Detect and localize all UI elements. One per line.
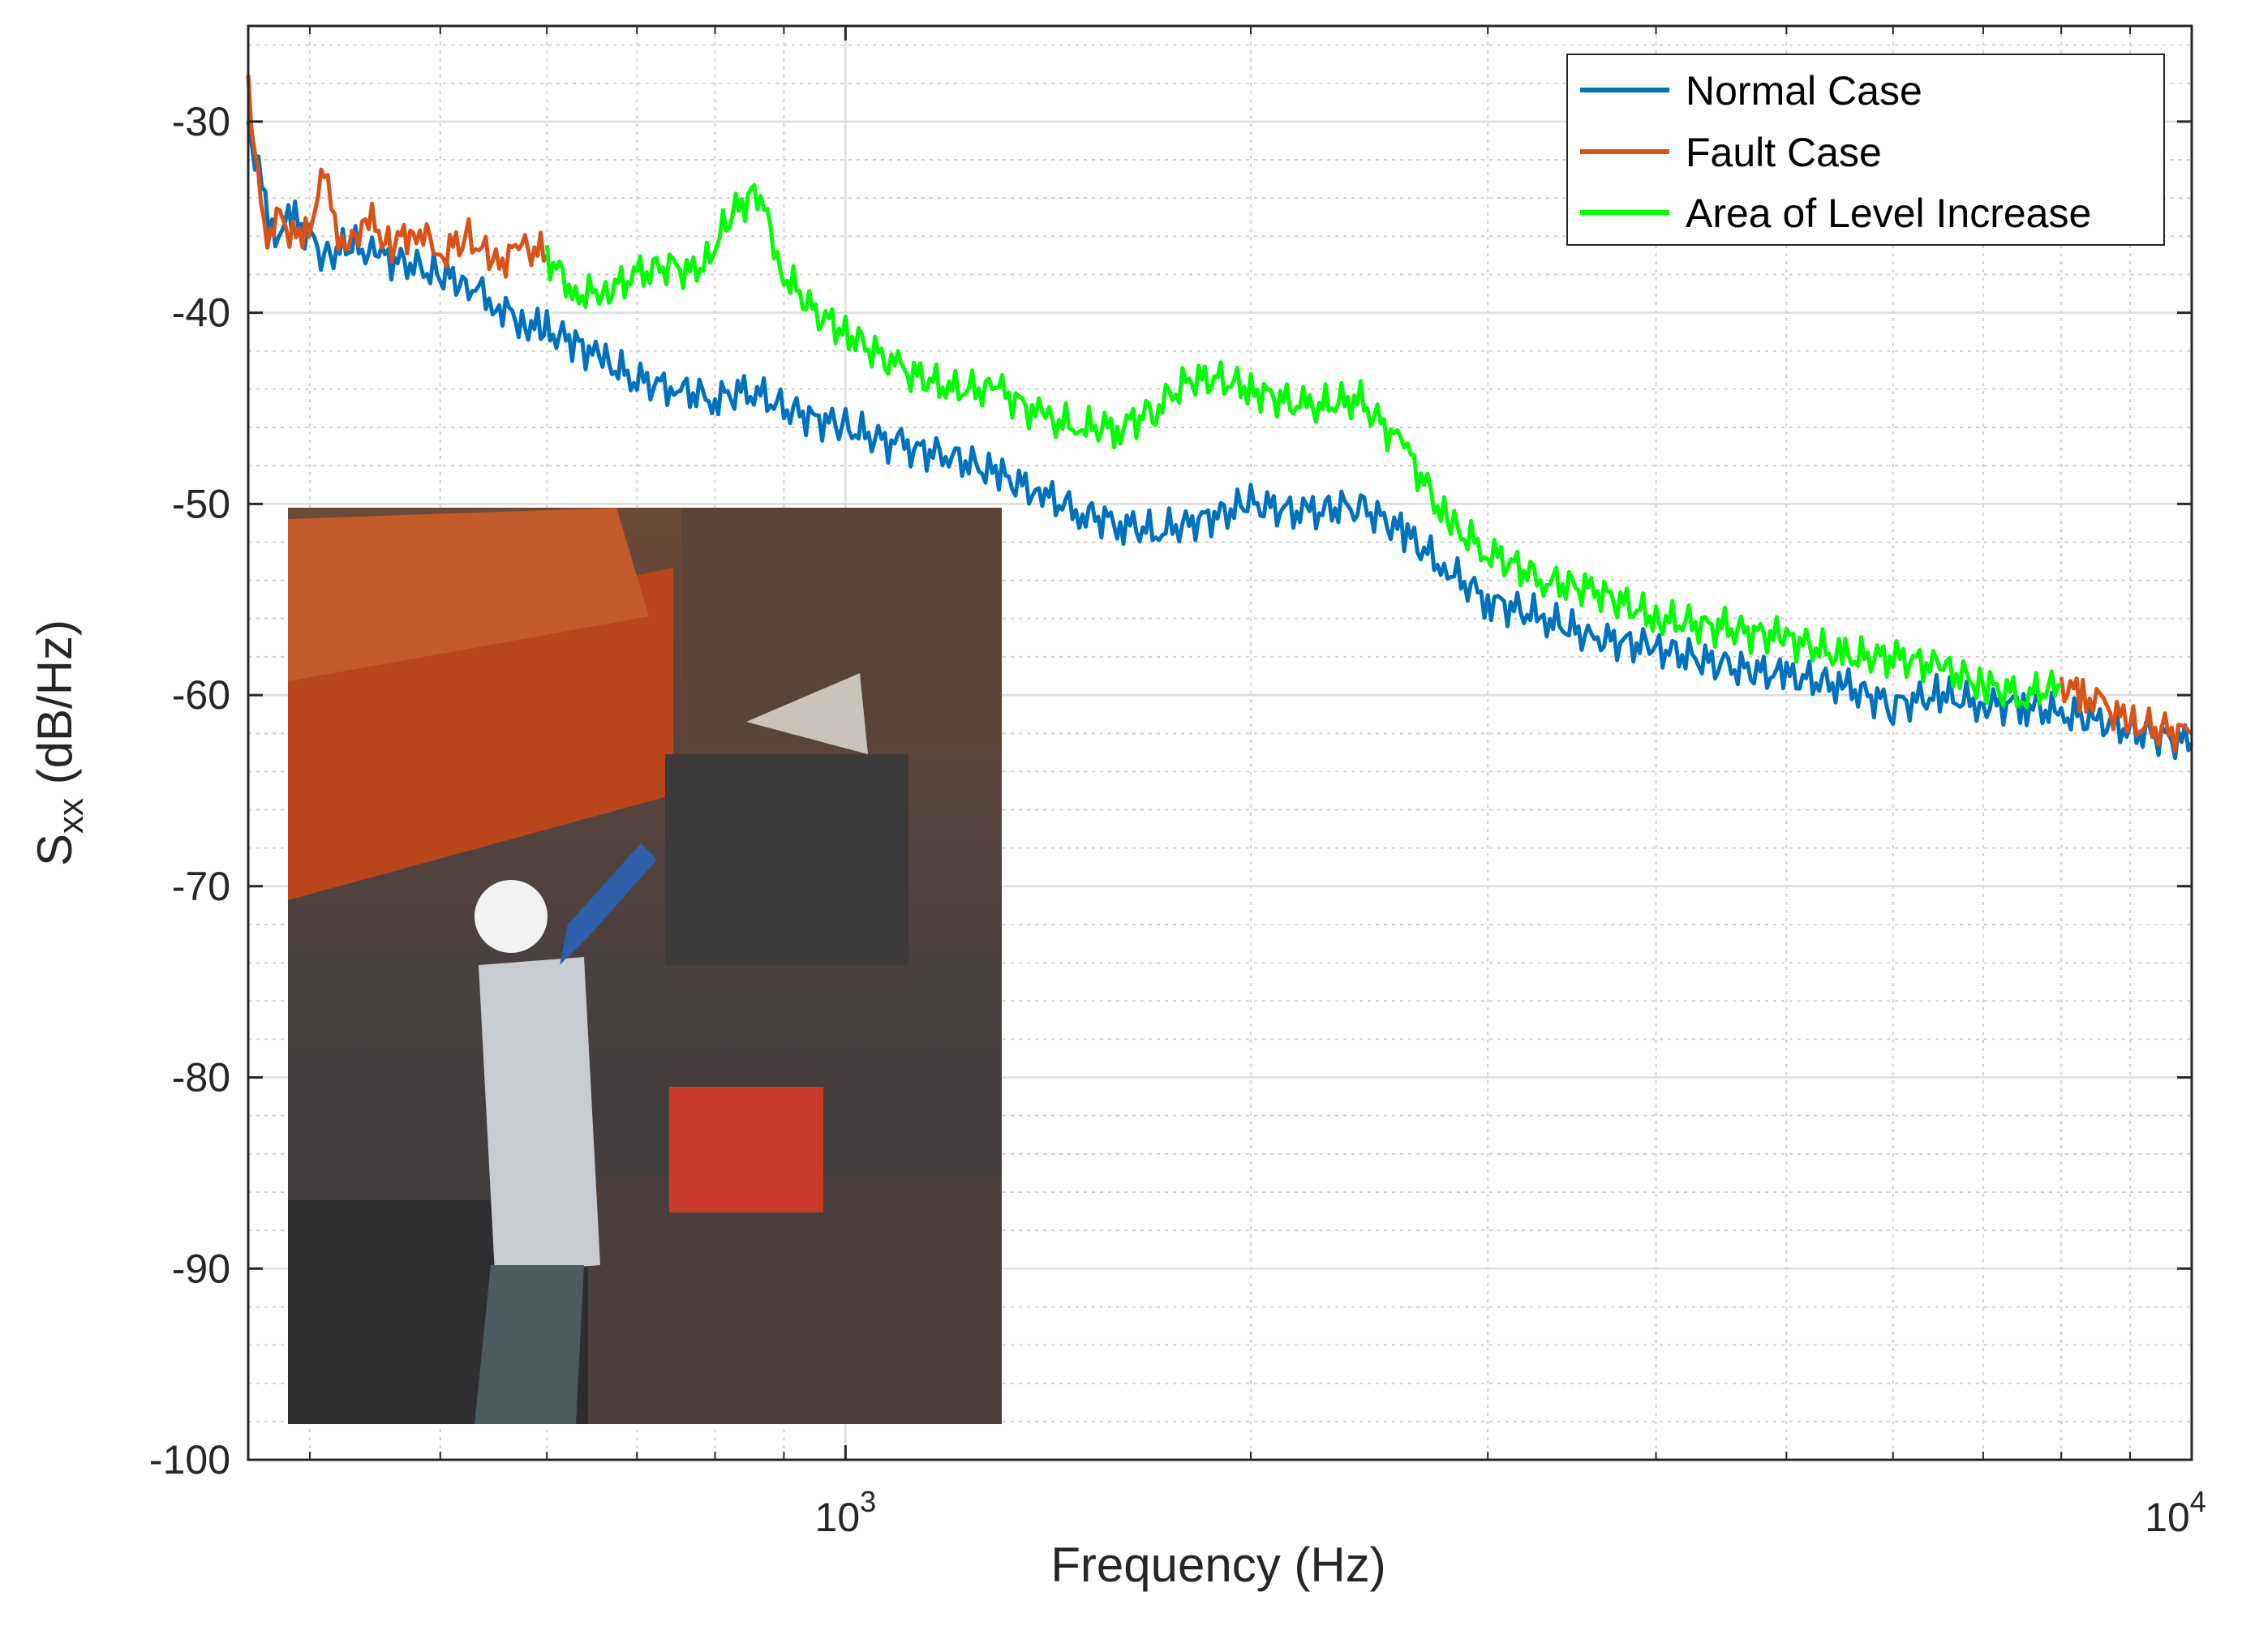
y-tick-label: -60 <box>172 672 230 718</box>
photo-steel-base <box>584 1176 1002 1424</box>
x-tick-label: 103 <box>815 1485 877 1540</box>
series-line-fault-case <box>2059 676 2193 753</box>
photo-steel-column <box>665 754 908 965</box>
series-line-normal-case <box>246 121 2194 761</box>
y-tick-label: -50 <box>172 481 230 526</box>
legend-label-area-of-level-increase: Area of Level Increase <box>1686 191 2091 236</box>
photo-worker-helmet <box>475 880 548 953</box>
photo-worker-arm <box>560 843 657 965</box>
y-tick-label: -100 <box>149 1437 230 1483</box>
y-axis-title: Sxx (dB/Hz) <box>28 620 91 866</box>
y-axis-title-unit: (dB/Hz) <box>28 620 82 798</box>
legend-label-normal-case: Normal Case <box>1686 68 1922 114</box>
photo-worker-legs <box>475 1265 584 1424</box>
series-lines <box>246 75 2194 761</box>
y-axis-title-sub: xx <box>51 798 91 834</box>
y-tick-label: -90 <box>172 1246 230 1291</box>
photo-worker-body <box>479 957 600 1273</box>
x-tick-label: 104 <box>2145 1485 2206 1540</box>
series-line-area-of-level-increase <box>544 182 2062 710</box>
y-axis-title-main: S <box>28 834 82 866</box>
x-tick-labels: 103 104 <box>815 1485 2206 1540</box>
series-line-fault-case <box>246 75 549 279</box>
photo-orange-beam-upper <box>288 508 649 681</box>
inset-photo <box>288 508 1002 1424</box>
photo-red-box <box>669 1087 823 1212</box>
x-axis-title: Frequency (Hz) <box>1050 1538 1385 1592</box>
y-tick-label: -40 <box>172 290 230 336</box>
y-tick-label: -30 <box>172 99 230 144</box>
y-tick-label: -70 <box>172 864 230 909</box>
y-tick-label: -80 <box>172 1055 230 1101</box>
tick-marks <box>248 26 2193 1461</box>
photo-light-panel <box>746 673 868 754</box>
axes-box <box>247 24 2193 1461</box>
y-tick-labels: -30 -40 -50 -60 -70 -80 -90 -100 <box>149 99 230 1483</box>
legend-label-fault-case: Fault Case <box>1686 130 1882 175</box>
legend: Normal Case Fault Case Area of Level Inc… <box>1566 54 2165 246</box>
